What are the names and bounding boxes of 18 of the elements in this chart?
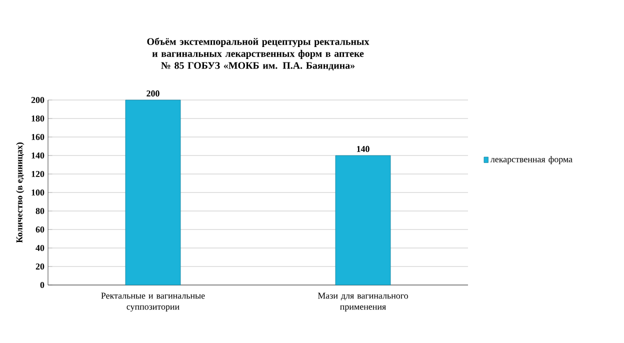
y-tick-label: 160 xyxy=(32,134,44,140)
y-tick-label: 200 xyxy=(31,96,44,104)
y-tick-label: 40 xyxy=(36,244,44,252)
y-tick-label: 100 xyxy=(32,189,44,196)
y-tick-label: 20 xyxy=(36,263,44,270)
chart-title: Объём экстемпоральной рецептуры ректальных и вагинальных лекарственных форм в аптеке № 85 ГОБУЗ «МОКБ им. П.А. Баяндина» xyxy=(147,38,370,70)
x-tick-label: Мази для вагинального применения xyxy=(318,292,408,312)
y-tick-label: 140 xyxy=(32,152,44,159)
data-label: 140 xyxy=(357,146,370,152)
x-tick-label: Ректальные и вагинальные суппозитории xyxy=(101,292,205,312)
y-tick-label: 180 xyxy=(32,115,44,122)
y-tick-label: 120 xyxy=(32,170,44,178)
data-label: 200 xyxy=(146,90,160,96)
y-tick-label: 0 xyxy=(40,282,44,288)
y-axis-title: Количество (в единицах) xyxy=(16,142,24,243)
y-tick-label: 80 xyxy=(36,208,44,214)
y-tick-label: 60 xyxy=(36,226,44,233)
legend-label: лекарственная форма xyxy=(490,156,572,164)
